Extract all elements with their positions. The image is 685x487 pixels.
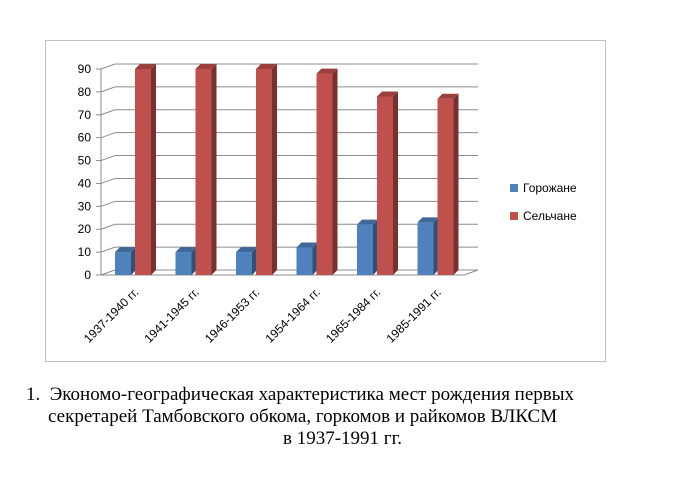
- caption-line-2: секретарей Тамбовского обкома, горкомов …: [48, 406, 558, 427]
- bar-front: [357, 224, 373, 275]
- bar-side: [272, 64, 277, 275]
- bar-top: [296, 242, 318, 248]
- y-tick-label: 60: [78, 131, 92, 145]
- x-tick-label: 1941-1945 гг.: [142, 285, 202, 345]
- bar-selchane-2: [195, 64, 217, 275]
- bar-side: [373, 219, 378, 275]
- bar-side: [131, 247, 136, 275]
- y-tick-label: 20: [78, 222, 92, 236]
- gridline-side: [100, 155, 116, 162]
- bar-front: [236, 252, 252, 275]
- gridline-side: [100, 223, 116, 230]
- y-tick-label: 30: [78, 199, 92, 213]
- bar-chart: 0 10 20 30 40 50 60 70 80 90 1937-1940 гг. 1941-194…: [78, 62, 577, 346]
- gridline-side: [100, 132, 116, 139]
- bar-top: [115, 247, 136, 253]
- caption-line-1: 1. Экономо-географическая характеристика…: [26, 384, 574, 406]
- bar-top: [195, 64, 217, 69]
- bar-side: [453, 93, 459, 275]
- bar-side: [151, 64, 156, 275]
- bar-top: [377, 91, 398, 97]
- legend-label: Сельчане: [523, 209, 577, 223]
- y-tick-label: 40: [78, 176, 92, 190]
- bar-selchane-6: [437, 93, 459, 275]
- gridline-side: [100, 246, 116, 253]
- bar-front: [115, 252, 131, 275]
- caption-text-1: Экономо-географическая характеристика ме…: [49, 384, 575, 405]
- x-tick-label: 1937-1940 гг.: [81, 285, 141, 345]
- bar-selchane-4: [316, 68, 338, 275]
- bar-front: [195, 69, 212, 275]
- bar-side: [312, 242, 318, 275]
- gridline-side: [100, 109, 116, 116]
- bar-side: [211, 64, 217, 275]
- gridline-side: [100, 269, 116, 276]
- caption-number: 1.: [26, 384, 41, 405]
- gridline-side: [100, 63, 116, 70]
- bar-top: [175, 247, 197, 253]
- x-tick-label: 1985-1991 гг.: [384, 285, 444, 345]
- bar-side: [252, 247, 257, 275]
- bar-front: [377, 96, 393, 275]
- bar-gorozhane-5: [357, 219, 378, 275]
- bar-top: [256, 64, 277, 69]
- bar-top: [135, 64, 156, 69]
- bar-side: [332, 68, 338, 275]
- chart-area: 0 10 20 30 40 50 60 70 80 90 1937-1940 гг. 1941-194…: [45, 40, 606, 362]
- bar-gorozhane-3: [236, 247, 257, 275]
- bar-front: [437, 98, 454, 275]
- bar-gorozhane-6: [417, 217, 439, 275]
- gridline-side: [100, 177, 116, 184]
- bar-top: [437, 93, 459, 99]
- bar-top: [417, 217, 439, 223]
- y-tick-label: 80: [78, 85, 92, 99]
- bar-top: [357, 219, 378, 225]
- bar-top: [236, 247, 257, 253]
- bar-side: [393, 91, 398, 275]
- gridline-side: [100, 200, 116, 207]
- bar-selchane-1: [135, 64, 156, 275]
- y-tick-label: 50: [78, 154, 92, 168]
- y-tick-label: 10: [78, 245, 92, 259]
- bar-front: [316, 73, 333, 275]
- bar-front: [135, 69, 151, 275]
- x-tick-label: 1946-1953 гг.: [202, 285, 262, 345]
- y-tick-label: 90: [78, 62, 92, 76]
- y-tick-label: 70: [78, 108, 92, 122]
- legend-swatch: [510, 212, 518, 220]
- floor-edge: [463, 269, 479, 276]
- bar-gorozhane-1: [115, 247, 136, 275]
- legend-swatch: [510, 184, 518, 192]
- bar-selchane-5: [377, 91, 398, 275]
- bar-selchane-3: [256, 64, 277, 275]
- bar-top: [316, 68, 338, 74]
- x-tick-label: 1954-1964 гг.: [263, 285, 323, 345]
- bar-side: [433, 217, 439, 275]
- bar-front: [175, 252, 192, 275]
- x-tick-label: 1965-1984 гг.: [323, 285, 383, 345]
- bar-gorozhane-2: [175, 247, 197, 275]
- bar-side: [191, 247, 197, 275]
- y-tick-label: 0: [84, 268, 91, 282]
- caption-line-3: в 1937-1991 гг.: [283, 428, 402, 449]
- gridline-side: [100, 86, 116, 93]
- bar-front: [417, 222, 434, 275]
- bar-gorozhane-4: [296, 242, 318, 275]
- bar-front: [256, 69, 272, 275]
- legend-label: Горожане: [523, 181, 577, 195]
- bar-front: [296, 247, 313, 275]
